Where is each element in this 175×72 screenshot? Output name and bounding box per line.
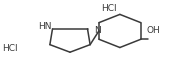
- Text: HN: HN: [38, 22, 51, 31]
- Text: HCl: HCl: [2, 44, 17, 53]
- Text: HCl: HCl: [101, 4, 116, 13]
- Text: N: N: [94, 26, 100, 35]
- Text: OH: OH: [146, 26, 160, 35]
